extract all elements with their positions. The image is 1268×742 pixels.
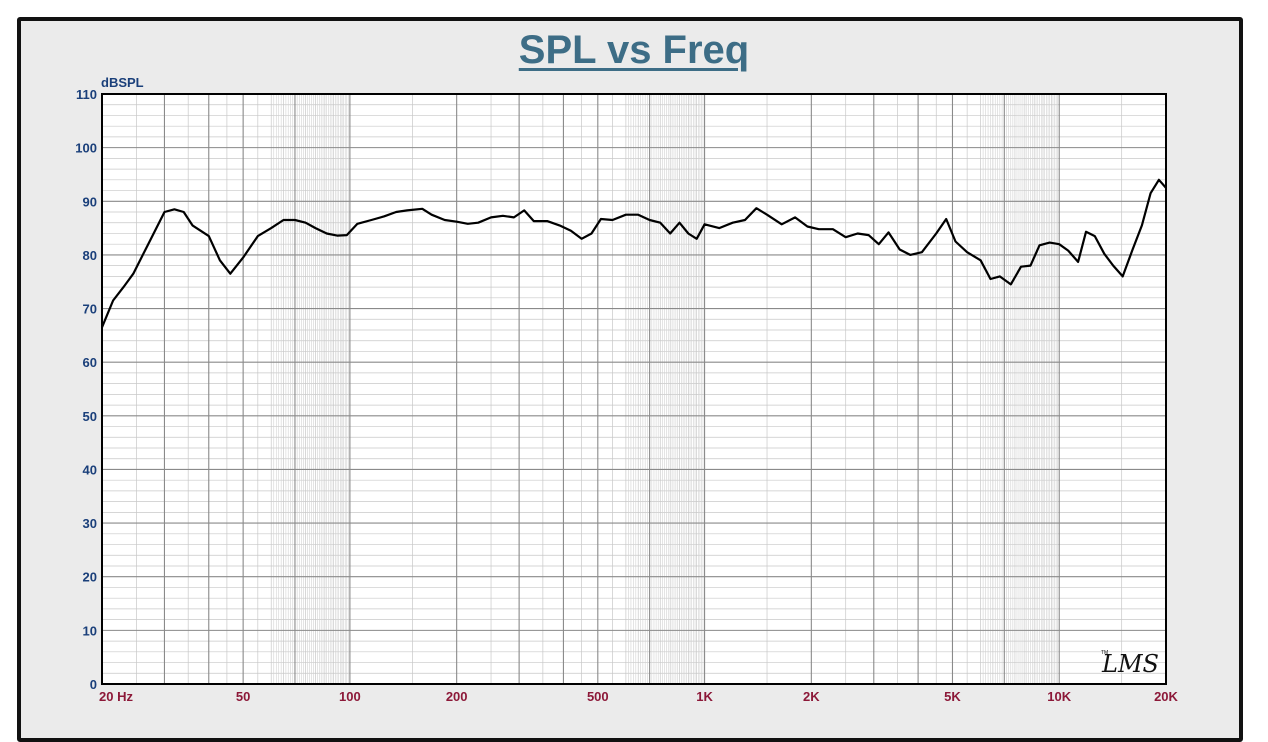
x-tick-label: 20 Hz [99,689,133,704]
lms-logo: TM LMS [1101,650,1159,678]
y-tick-label: 90 [83,194,97,209]
x-tick-label: 50 [236,689,250,704]
x-tick-label: 5K [944,689,961,704]
y-tick-label: 0 [90,677,97,692]
y-axis-label: dBSPL [101,75,144,90]
x-tick-label: 20K [1154,689,1178,704]
y-tick-label: 70 [83,302,97,317]
y-tick-label: 110 [76,87,97,102]
y-axis-ticks: 0 10 20 30 40 50 60 70 80 90 100 110 [75,87,97,692]
series-line-spl [100,178,1167,328]
chart-title: SPL vs Freq [518,28,750,72]
logo-text: LMS [1101,650,1159,678]
y-tick-label: 60 [83,355,97,370]
y-tick-label: 50 [83,409,97,424]
y-tick-label: 80 [83,248,97,263]
x-tick-label: 100 [339,689,361,704]
minor-grid [102,94,1166,684]
x-axis-ticks: 20 Hz 50 100 200 500 1K 2K 5K 10K 20K [99,689,1179,704]
x-tick-label: 500 [587,689,609,704]
y-tick-label: 30 [83,516,97,531]
y-tick-label: 40 [83,462,97,477]
x-tick-label: 1K [696,689,713,704]
y-tick-label: 100 [75,141,97,156]
x-tick-label: 2K [803,689,820,704]
y-tick-label: 20 [83,570,97,585]
plot-background [102,94,1166,684]
x-tick-label: 10K [1047,689,1071,704]
logo-trademark: TM [1101,650,1108,656]
plot-border [101,93,1167,685]
y-tick-label: 10 [83,623,97,638]
x-tick-label: 200 [446,689,468,704]
